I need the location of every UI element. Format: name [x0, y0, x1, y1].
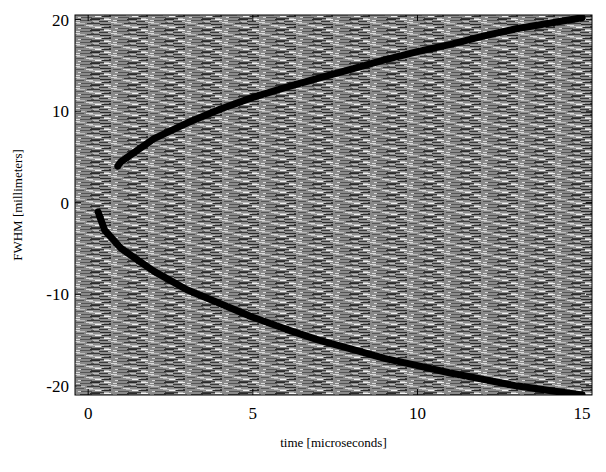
fwhm-curve	[98, 212, 582, 395]
y-tick	[75, 294, 81, 295]
y-tick	[75, 111, 81, 112]
x-tick-label: 15	[574, 404, 591, 423]
x-tick	[88, 389, 89, 395]
plot-area	[98, 18, 582, 395]
y-tick-label: 0	[61, 194, 70, 213]
plot-background	[75, 15, 592, 395]
y-tick-label: -10	[46, 285, 69, 304]
x-axis-title: time [microseconds]	[280, 435, 387, 450]
plot-frame	[75, 15, 592, 395]
y-tick	[586, 202, 592, 203]
x-tick	[252, 15, 253, 21]
fwhm-curve	[118, 18, 582, 166]
y-tick	[586, 19, 592, 20]
y-tick	[586, 111, 592, 112]
y-axis-title: FWHM [millimeters]	[10, 149, 25, 261]
x-tick-label: 0	[84, 404, 93, 423]
x-tick	[417, 389, 418, 395]
x-tick-label: 5	[249, 404, 258, 423]
x-tick	[252, 389, 253, 395]
x-tick	[88, 15, 89, 21]
chart: 0 5 10 15 -20 -10 0 10 20 time [microseconds] FWHM…	[0, 0, 606, 472]
y-tick	[75, 385, 81, 386]
x-tick-label: 10	[409, 404, 426, 423]
x-tick	[582, 15, 583, 21]
y-tick	[75, 19, 81, 20]
y-tick	[586, 385, 592, 386]
y-tick	[586, 294, 592, 295]
y-tick-label: 10	[52, 102, 69, 121]
x-tick	[417, 15, 418, 21]
y-tick	[75, 202, 81, 203]
y-tick-label: -20	[46, 377, 69, 396]
x-tick	[582, 389, 583, 395]
y-tick-label: 20	[52, 11, 69, 30]
